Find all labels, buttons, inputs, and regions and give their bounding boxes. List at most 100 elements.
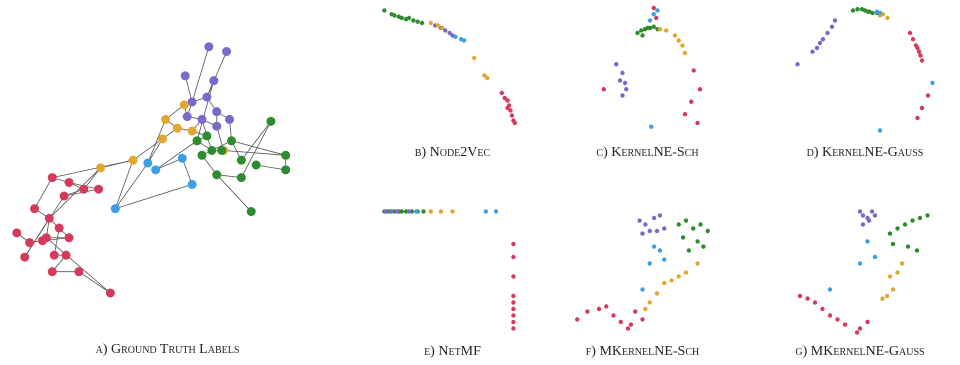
point xyxy=(907,30,913,36)
point xyxy=(382,8,387,13)
point xyxy=(890,241,896,247)
point xyxy=(832,18,838,23)
point xyxy=(383,209,388,214)
point xyxy=(643,222,648,227)
caption: c) KernelNE-Sch xyxy=(596,145,698,160)
point xyxy=(596,306,602,312)
node xyxy=(187,97,197,107)
point xyxy=(825,30,830,36)
edge xyxy=(53,227,60,256)
point xyxy=(689,99,694,104)
node xyxy=(151,165,161,175)
node xyxy=(212,107,222,117)
point xyxy=(575,317,580,322)
point xyxy=(930,80,935,86)
point xyxy=(683,218,689,223)
node xyxy=(128,155,138,165)
node xyxy=(110,204,120,214)
point xyxy=(622,80,628,86)
point xyxy=(651,12,656,17)
point xyxy=(450,209,455,214)
point xyxy=(917,215,923,221)
node xyxy=(79,184,89,194)
node xyxy=(74,267,84,277)
point xyxy=(697,87,703,92)
point xyxy=(899,261,905,266)
point xyxy=(414,209,419,214)
point xyxy=(419,20,425,26)
point xyxy=(472,55,477,61)
point xyxy=(860,222,866,227)
node xyxy=(246,207,256,217)
point xyxy=(617,78,623,83)
point xyxy=(649,124,654,129)
node xyxy=(251,160,261,170)
point xyxy=(511,306,516,312)
point xyxy=(654,291,660,296)
point xyxy=(640,287,645,292)
point xyxy=(915,115,920,121)
node xyxy=(227,136,237,146)
point xyxy=(680,43,685,48)
point xyxy=(682,50,688,56)
edge xyxy=(147,138,163,164)
point xyxy=(827,287,833,292)
point xyxy=(511,254,516,260)
point xyxy=(860,213,866,218)
point xyxy=(887,231,893,236)
point xyxy=(657,27,663,32)
point xyxy=(399,15,404,21)
node xyxy=(204,42,214,52)
point xyxy=(395,209,400,214)
edge xyxy=(184,75,193,103)
point xyxy=(676,38,681,43)
node xyxy=(47,267,57,277)
point xyxy=(657,248,663,253)
point xyxy=(866,218,872,223)
point xyxy=(485,75,490,81)
node xyxy=(180,71,190,81)
point xyxy=(850,8,856,13)
point xyxy=(499,90,504,96)
point xyxy=(814,45,820,51)
edge xyxy=(196,80,215,141)
edge xyxy=(49,167,101,219)
node xyxy=(59,191,69,201)
point xyxy=(620,93,625,98)
point xyxy=(662,280,667,286)
node xyxy=(197,114,207,124)
node xyxy=(172,123,182,133)
point xyxy=(483,209,489,214)
edge xyxy=(155,157,183,171)
point xyxy=(820,306,825,312)
point xyxy=(902,222,908,227)
point xyxy=(421,209,426,214)
point xyxy=(895,270,900,275)
edge xyxy=(241,121,272,161)
point xyxy=(672,33,678,38)
node xyxy=(64,233,74,243)
point xyxy=(640,33,645,38)
point xyxy=(662,226,667,231)
node xyxy=(64,177,74,187)
caption: b) Node2Vec xyxy=(415,145,491,160)
point xyxy=(664,28,669,33)
point xyxy=(925,213,930,218)
point xyxy=(647,25,653,31)
point xyxy=(389,209,394,214)
point xyxy=(633,309,638,314)
node xyxy=(212,170,222,180)
point xyxy=(669,278,674,283)
point xyxy=(810,49,815,54)
point xyxy=(428,209,433,214)
node xyxy=(225,114,235,124)
point xyxy=(829,24,835,29)
caption: d) KernelNE-Gauss xyxy=(807,145,924,160)
point xyxy=(855,7,860,12)
point xyxy=(705,228,710,234)
point xyxy=(428,20,433,26)
point xyxy=(637,218,642,223)
node xyxy=(161,114,171,124)
point xyxy=(795,62,800,67)
